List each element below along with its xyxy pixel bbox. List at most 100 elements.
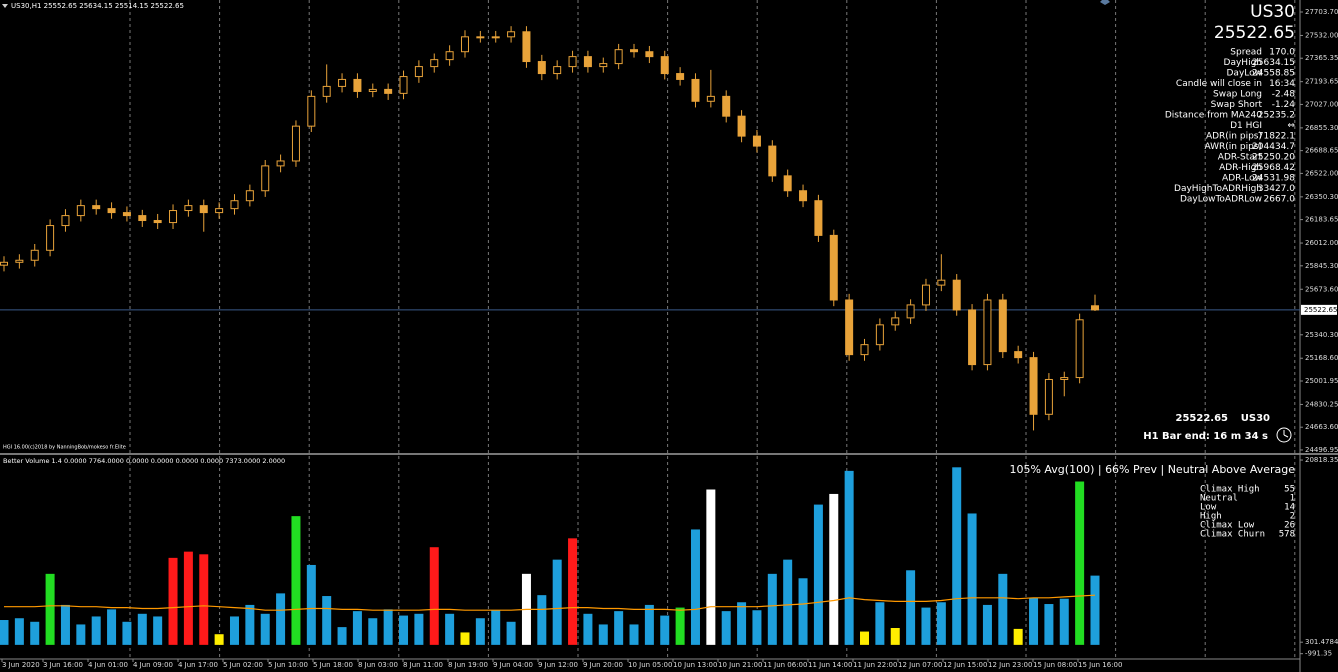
x-tick-label: 11 Jun 14:00 (808, 661, 852, 669)
x-tick-label: 12 Jun 07:00 (898, 661, 942, 669)
volume-bar (460, 632, 470, 645)
volume-bar (998, 573, 1008, 645)
candle-body (30, 249, 39, 261)
volume-bar (552, 559, 562, 645)
x-tick-label: 10 Jun 13:00 (673, 661, 717, 669)
y-tick-label: 24496.95 (1305, 446, 1338, 454)
info-value: 24558.85 (1252, 69, 1295, 79)
info-label: Swap Long (1213, 90, 1262, 100)
legend-label: Low (1200, 503, 1217, 513)
candle-body (968, 309, 977, 366)
candle-body (706, 95, 715, 102)
volume-title: Better Volume 1.4 0.0000 7764.0000 0.000… (3, 457, 285, 465)
candle-body (384, 88, 393, 94)
info-value: -2.48 (1272, 90, 1296, 100)
volume-bar (829, 493, 839, 645)
candle-body (92, 205, 101, 210)
info-value: 25250.20 (1252, 153, 1295, 163)
x-tick-label: 15 Jun 08:00 (1033, 661, 1077, 669)
x-tick-label: 15 Jun 16:00 (1078, 661, 1122, 669)
legend-count: 55 (1284, 485, 1295, 495)
candle-body (1044, 378, 1053, 415)
candle-body (76, 205, 85, 217)
volume-bar (260, 613, 270, 645)
scroll-marker[interactable] (1100, 0, 1110, 5)
x-tick-label: 12 Jun 15:00 (943, 661, 987, 669)
candle-body (261, 165, 270, 192)
volume-bar (706, 489, 716, 645)
volume-bar (614, 611, 624, 645)
candle-body (107, 208, 116, 214)
y-tick-label: 25168.60 (1305, 354, 1338, 362)
candle-body (583, 56, 592, 68)
volume-bar (14, 618, 24, 645)
volume-bar (936, 602, 946, 645)
volume-bar (783, 559, 793, 645)
candle-body (476, 36, 485, 39)
volume-bar (60, 604, 70, 645)
volume-bar (76, 624, 86, 645)
x-tick-label: 4 Jun 01:00 (88, 661, 128, 669)
candle-body (614, 49, 623, 65)
candle-body (15, 259, 24, 263)
legend-label: Climax Churn (1200, 530, 1265, 540)
candle-body (368, 88, 377, 92)
volume-bar (383, 609, 393, 645)
info-label: Distance from MA240 (1165, 111, 1262, 121)
candle-body (722, 95, 731, 117)
x-tick-label: 3 Jun 16:00 (43, 661, 83, 669)
candle-body (906, 304, 915, 319)
volume-bar (153, 616, 163, 645)
info-value: 25235.2 (1258, 111, 1295, 121)
info-price: 25522.65 (1214, 23, 1295, 43)
info-label: DayHigh (1224, 58, 1262, 68)
candle-body (1029, 357, 1038, 415)
volume-bar (767, 573, 777, 645)
volume-bar (352, 611, 362, 645)
x-tick-label: 8 Jun 03:00 (358, 661, 398, 669)
price-label-box (1301, 304, 1337, 315)
y-tick-label: 27703.70 (1305, 8, 1338, 16)
menu-arrow[interactable] (2, 4, 8, 8)
volume-bar (291, 516, 301, 645)
candle-body (553, 66, 562, 75)
info-value: 25968.42 (1252, 163, 1295, 173)
candle-body (460, 36, 469, 53)
candle-body (829, 234, 838, 301)
timer-symbol: US30 (1241, 413, 1270, 424)
info-symbol: US30 (1250, 2, 1295, 22)
candle-body (291, 125, 300, 162)
candle-body (783, 175, 792, 192)
legend-count: 14 (1284, 503, 1295, 513)
info-label: ADR-High (1219, 163, 1262, 173)
legend-count: 2 (1290, 512, 1295, 522)
info-label: DayLow (1227, 69, 1263, 79)
average-line (4, 594, 1096, 611)
volume-bar (952, 467, 962, 645)
candle-body (983, 299, 992, 366)
info-value: 24531.98 (1252, 174, 1295, 184)
candle-body (153, 220, 162, 224)
volume-bar (1090, 575, 1100, 645)
volume-bar (875, 602, 885, 645)
candle-body (568, 56, 577, 68)
legend-label: Neutral (1200, 494, 1238, 504)
volume-bar (583, 613, 593, 645)
volume-bar (1059, 598, 1069, 645)
volume-bar (644, 604, 654, 645)
volume-bar (368, 618, 378, 645)
y-tick-label: -991.35 (1305, 650, 1332, 658)
volume-bar (906, 570, 916, 645)
x-tick-label: 5 Jun 02:00 (223, 661, 263, 669)
candle-body (737, 115, 746, 137)
candle-body (122, 212, 131, 217)
volume-bar (598, 624, 608, 645)
volume-bar (306, 564, 316, 645)
volume-bar (168, 557, 178, 645)
y-tick-label: 27365.35 (1305, 54, 1338, 62)
legend-count: 1 (1290, 494, 1295, 504)
volume-bar (752, 610, 762, 645)
volume-bar (537, 595, 547, 645)
candle-body (353, 78, 362, 92)
